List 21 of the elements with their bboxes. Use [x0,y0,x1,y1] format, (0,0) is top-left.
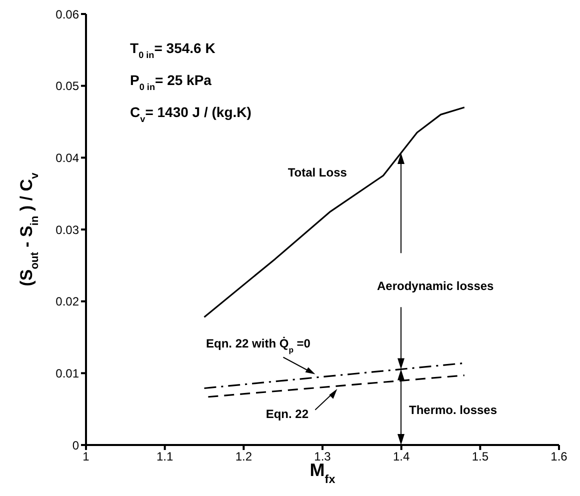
series-label: Total Loss [288,166,348,180]
series-label: Eqn. 22 [266,406,309,421]
x-tick-label: 1.6 [550,450,568,464]
x-tick-label: 1.1 [156,450,174,464]
annotation: Thermo. losses [409,403,498,418]
annotation: C$_{v}$= 1430 J / (kg.K) [130,104,252,124]
y-tick-label: 0.06 [56,7,80,22]
y-tick-label: 0.03 [56,222,80,237]
y-tick-label: 0.01 [56,366,80,380]
x-tick-label: 1 [82,450,90,464]
annotation: P$_{0 in}$= 25 kPa [130,72,212,92]
y-tick-label: 0.04 [56,150,80,165]
x-tick-label: 1.4 [392,450,410,464]
annotation: Aerodynamic losses [377,279,494,294]
y-tick-label: 0 [72,438,80,452]
x-tick-label: 1.5 [472,450,489,464]
y-tick-label: 0.05 [56,79,80,94]
y-tick-label: 0.02 [56,294,80,309]
annotation: T$_{0 in}$= 354.6 K [130,40,216,60]
text: Eqn. 22 with Q̇$_{p}$ =0 [206,336,311,354]
x-tick-label: 1.2 [235,450,252,464]
